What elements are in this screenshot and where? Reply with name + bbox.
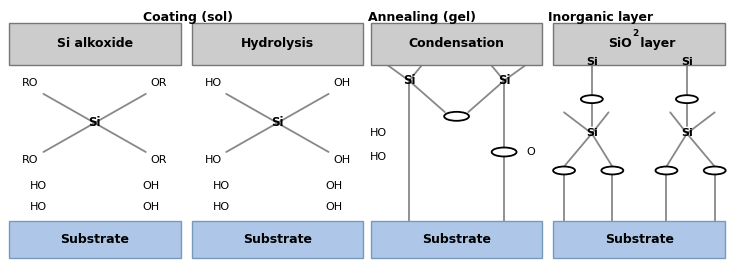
Text: HO: HO [205, 78, 222, 88]
Text: OR: OR [150, 78, 167, 88]
Circle shape [655, 167, 677, 174]
Text: Si: Si [403, 74, 415, 87]
Text: Substrate: Substrate [605, 233, 674, 246]
FancyBboxPatch shape [371, 22, 542, 65]
Text: OH: OH [333, 78, 350, 88]
Circle shape [492, 147, 517, 156]
Text: RO: RO [22, 78, 38, 88]
Circle shape [581, 95, 603, 103]
Text: Inorganic layer: Inorganic layer [548, 11, 653, 24]
FancyBboxPatch shape [9, 221, 181, 258]
Text: Condensation: Condensation [409, 37, 504, 50]
Circle shape [676, 95, 698, 103]
Text: Si: Si [271, 116, 283, 129]
Text: Annealing (gel): Annealing (gel) [368, 11, 476, 24]
Text: Si alkoxide: Si alkoxide [57, 37, 133, 50]
Text: OH: OH [142, 181, 159, 191]
Circle shape [601, 167, 623, 174]
Text: Si: Si [681, 128, 693, 139]
FancyBboxPatch shape [192, 221, 363, 258]
FancyBboxPatch shape [371, 221, 542, 258]
Text: Substrate: Substrate [422, 233, 491, 246]
Text: OR: OR [150, 155, 167, 165]
Text: HO: HO [213, 202, 230, 213]
Circle shape [704, 167, 726, 174]
FancyBboxPatch shape [192, 22, 363, 65]
Text: HO: HO [370, 152, 387, 162]
Text: SiO: SiO [608, 37, 632, 50]
Text: Substrate: Substrate [243, 233, 312, 246]
Circle shape [553, 167, 575, 174]
Text: 2: 2 [632, 29, 639, 38]
Text: HO: HO [213, 181, 230, 191]
Text: Si: Si [498, 74, 510, 87]
Text: layer: layer [636, 37, 675, 50]
FancyBboxPatch shape [553, 221, 725, 258]
Text: HO: HO [205, 155, 222, 165]
Text: OH: OH [325, 181, 342, 191]
Text: HO: HO [30, 181, 47, 191]
Text: HO: HO [30, 202, 47, 213]
Text: O: O [526, 147, 535, 157]
Text: OH: OH [142, 202, 159, 213]
Text: Substrate: Substrate [60, 233, 129, 246]
FancyBboxPatch shape [553, 22, 725, 65]
Text: OH: OH [325, 202, 342, 213]
Text: OH: OH [333, 155, 350, 165]
Text: Hydrolysis: Hydrolysis [241, 37, 314, 50]
Circle shape [444, 112, 469, 121]
Text: Si: Si [681, 57, 693, 67]
Text: Si: Si [586, 57, 597, 67]
Text: Si: Si [586, 128, 597, 139]
Text: HO: HO [370, 128, 387, 139]
Text: Coating (sol): Coating (sol) [143, 11, 233, 24]
FancyBboxPatch shape [9, 22, 181, 65]
Text: Si: Si [88, 116, 101, 129]
Text: RO: RO [22, 155, 38, 165]
